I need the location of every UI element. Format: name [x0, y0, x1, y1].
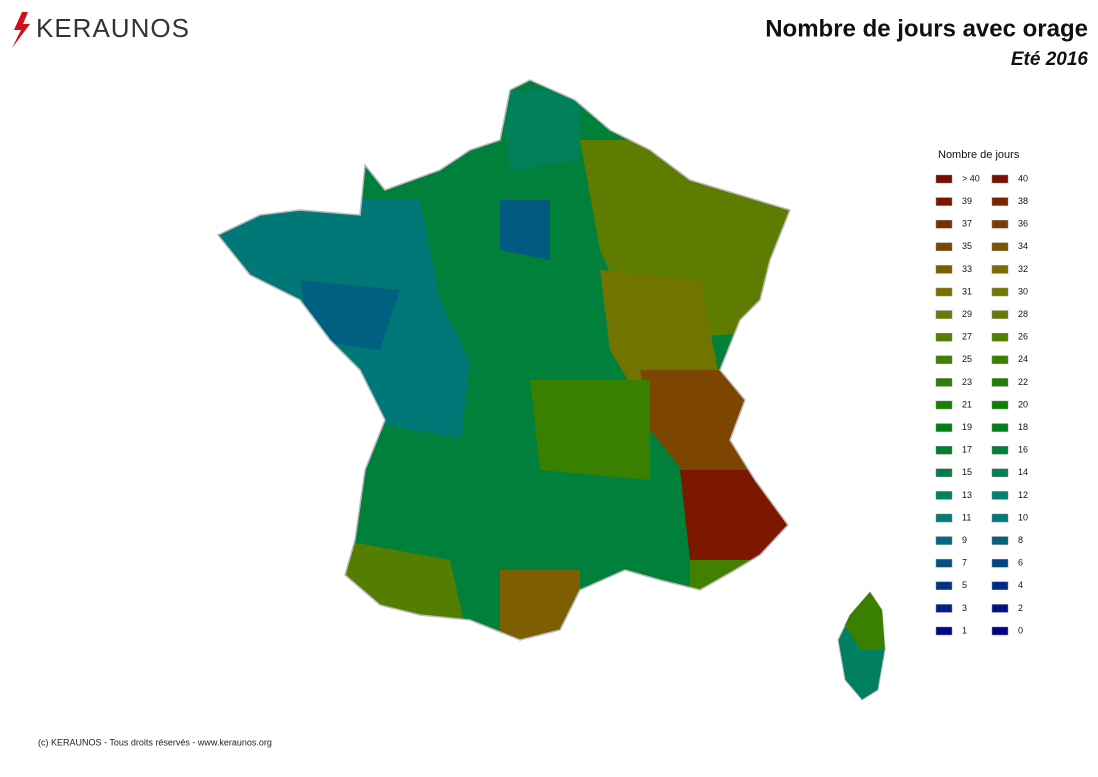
legend-swatch [991, 310, 1009, 319]
logo-text: KERAUNOS [36, 13, 190, 43]
legend-swatch [991, 332, 1009, 342]
legend-label: 12 [1018, 490, 1028, 500]
legend-swatch [935, 197, 953, 206]
legend-label: 11 [962, 512, 971, 522]
legend-swatch [935, 265, 953, 274]
legend-label: 4 [1018, 580, 1023, 590]
legend-label: 34 [1018, 241, 1028, 251]
legend-swatch [991, 400, 1009, 410]
legend-label: 30 [1018, 286, 1028, 296]
legend-swatch [991, 242, 1009, 252]
legend-swatch [991, 626, 1009, 636]
legend-swatch [991, 423, 1009, 432]
legend-swatch [935, 581, 953, 591]
legend-swatch [935, 400, 953, 410]
legend-swatch [935, 378, 953, 387]
legend-title: Nombre de jours [938, 149, 1020, 161]
legend-swatch [991, 445, 1009, 455]
legend-swatch [935, 174, 953, 184]
legend-swatch [991, 378, 1009, 387]
legend-swatch [991, 265, 1009, 274]
legend-label: 17 [962, 445, 972, 455]
legend-label: 15 [962, 467, 972, 477]
legend-label: 3 [962, 603, 967, 613]
legend-swatch [935, 536, 953, 545]
logo: KERAUNOS [12, 12, 190, 48]
legend-swatch [991, 491, 1009, 500]
legend-label: 38 [1018, 196, 1028, 206]
legend-label: 39 [962, 196, 972, 206]
legend-swatch [991, 513, 1009, 523]
legend-label: 14 [1018, 467, 1028, 477]
legend-label: 37 [962, 219, 972, 229]
legend-swatch [935, 219, 953, 229]
legend-swatch [935, 355, 953, 365]
legend-swatch [935, 310, 953, 319]
footer: (c) KERAUNOS - Tous droits réservés - ww… [38, 737, 272, 747]
legend-label: 27 [962, 332, 972, 342]
legend-label: 0 [1018, 625, 1023, 635]
legend-swatch [935, 242, 953, 252]
legend-swatch [935, 332, 953, 342]
legend-label: 7 [962, 558, 967, 568]
legend-swatch [935, 513, 953, 523]
legend-label: 26 [1018, 332, 1028, 342]
legend-swatch [991, 604, 1009, 613]
legend-label: 5 [962, 580, 967, 590]
legend-swatch [935, 468, 953, 478]
legend-label: 21 [962, 399, 972, 409]
corsica-north [845, 592, 885, 650]
legend-label: 32 [1018, 264, 1028, 274]
subtitle: Eté 2016 [1011, 49, 1089, 70]
france-outline [216, 79, 792, 641]
legend-swatch [991, 355, 1009, 365]
title: Nombre de jours avec orage [765, 15, 1088, 42]
legend-swatch [991, 558, 1009, 568]
legend-swatch [935, 626, 953, 636]
legend-swatch [991, 581, 1009, 591]
legend-label: 9 [962, 535, 967, 545]
legend-swatch [991, 219, 1009, 229]
legend-label: 13 [962, 490, 972, 500]
legend-swatch [935, 287, 953, 297]
legend-label: 25 [962, 354, 972, 364]
legend-label: 31 [962, 286, 972, 296]
legend-label: 33 [962, 264, 972, 274]
legend-swatch [935, 491, 953, 500]
legend-label: 16 [1018, 445, 1028, 455]
legend-label: 28 [1018, 309, 1028, 319]
legend-label: 40 [1018, 173, 1028, 183]
legend-swatch [935, 445, 953, 455]
legend-label: 19 [962, 422, 972, 432]
legend-label: 10 [1018, 512, 1028, 522]
legend-swatch [991, 536, 1009, 545]
legend-label: 2 [1018, 603, 1023, 613]
legend-swatch [991, 197, 1009, 206]
legend-swatch [935, 558, 953, 568]
legend-label: 22 [1018, 377, 1028, 387]
legend-swatch [991, 174, 1009, 184]
legend-label: > 40 [962, 173, 980, 183]
legend-label: 35 [962, 241, 972, 251]
legend-label: 29 [962, 309, 972, 319]
legend-swatch [935, 604, 953, 613]
legend-label: 20 [1018, 399, 1028, 409]
legend-label: 24 [1018, 354, 1028, 364]
legend-label: 36 [1018, 219, 1028, 229]
legend-label: 23 [962, 377, 972, 387]
legend-label: 6 [1018, 558, 1023, 568]
legend-swatch [991, 287, 1009, 297]
legend-label: 18 [1018, 422, 1028, 432]
legend-label: 1 [962, 625, 967, 635]
legend-swatch [991, 468, 1009, 478]
france-map [218, 80, 790, 640]
legend-swatch [935, 423, 953, 432]
legend-label: 8 [1018, 535, 1023, 545]
